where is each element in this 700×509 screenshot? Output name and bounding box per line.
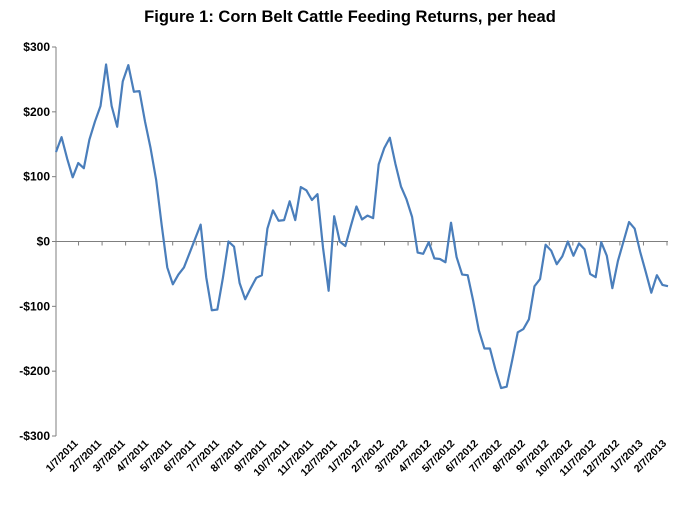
x-tick-labels: 1/7/20112/7/20113/7/20114/7/20115/7/2011… [44,438,670,480]
y-tick-label: $0 [37,235,51,249]
y-tick-label: $100 [23,170,50,184]
y-tick-label: $200 [23,105,50,119]
y-tick-label: $300 [23,40,50,54]
chart-title: Figure 1: Corn Belt Cattle Feeding Retur… [144,8,556,26]
y-tick-label: -$200 [19,364,50,378]
plot-area [54,63,669,390]
series-line [54,63,669,390]
y-tick-labels: $300 $200 $100 $0 -$100 -$200 -$300 [19,40,50,443]
y-tick-label: -$100 [19,299,50,313]
y-tick-label: -$300 [19,429,50,443]
axes [52,46,668,437]
